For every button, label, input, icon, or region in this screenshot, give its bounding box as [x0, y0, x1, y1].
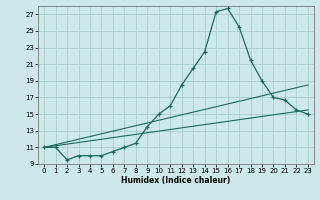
- X-axis label: Humidex (Indice chaleur): Humidex (Indice chaleur): [121, 176, 231, 185]
